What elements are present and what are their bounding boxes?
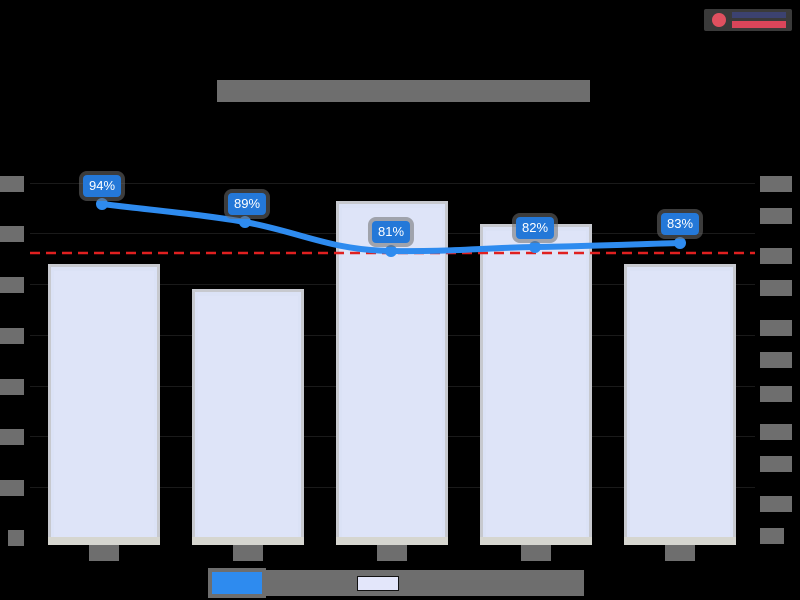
legend-label-bar[interactable] bbox=[402, 576, 582, 590]
y-left-tick bbox=[0, 379, 24, 395]
x-label bbox=[665, 545, 695, 561]
legend-label-line[interactable] bbox=[266, 576, 352, 590]
gridline bbox=[30, 183, 755, 184]
bar-base bbox=[480, 537, 592, 545]
y-left-tick bbox=[0, 176, 24, 192]
data-point bbox=[239, 216, 251, 228]
y-left-tick bbox=[0, 480, 24, 496]
y-left-tick bbox=[0, 328, 24, 344]
data-point bbox=[385, 245, 397, 257]
x-label bbox=[89, 545, 119, 561]
data-point bbox=[96, 198, 108, 210]
y-left-tick bbox=[0, 277, 24, 293]
data-label: 82% bbox=[515, 217, 555, 239]
y-right-tick bbox=[760, 248, 792, 264]
y-right-tick bbox=[760, 280, 792, 296]
data-label: 89% bbox=[227, 193, 267, 215]
chart-title bbox=[217, 80, 590, 102]
bar bbox=[192, 289, 304, 537]
y-right-tick bbox=[760, 456, 792, 472]
legend-swatch-line[interactable] bbox=[208, 568, 266, 598]
bar bbox=[48, 264, 160, 537]
bar-base bbox=[336, 537, 448, 545]
data-point bbox=[529, 241, 541, 253]
data-label: 81% bbox=[371, 221, 411, 243]
logo-text bbox=[732, 12, 786, 18]
x-label bbox=[233, 545, 263, 561]
y-right-tick bbox=[760, 496, 792, 512]
bar-base bbox=[192, 537, 304, 545]
logo-text-sub bbox=[732, 21, 786, 28]
y-left-tick bbox=[8, 530, 24, 546]
data-point bbox=[674, 237, 686, 249]
y-right-tick bbox=[760, 320, 792, 336]
data-label: 94% bbox=[82, 175, 122, 197]
y-left-tick bbox=[0, 226, 24, 242]
x-label bbox=[521, 545, 551, 561]
y-right-tick bbox=[760, 352, 792, 368]
bar bbox=[624, 264, 736, 537]
bar-base bbox=[48, 537, 160, 545]
y-left-tick bbox=[0, 429, 24, 445]
y-right-tick bbox=[760, 208, 792, 224]
bar bbox=[336, 201, 448, 537]
x-label bbox=[377, 545, 407, 561]
y-right-tick bbox=[760, 528, 784, 544]
data-label: 83% bbox=[660, 213, 700, 235]
legend-swatch-bar[interactable] bbox=[357, 576, 399, 591]
bar bbox=[480, 224, 592, 537]
y-right-tick bbox=[760, 386, 792, 402]
bar-base bbox=[624, 537, 736, 545]
y-right-tick bbox=[760, 176, 792, 192]
logo-icon bbox=[712, 13, 726, 27]
y-right-tick bbox=[760, 424, 792, 440]
